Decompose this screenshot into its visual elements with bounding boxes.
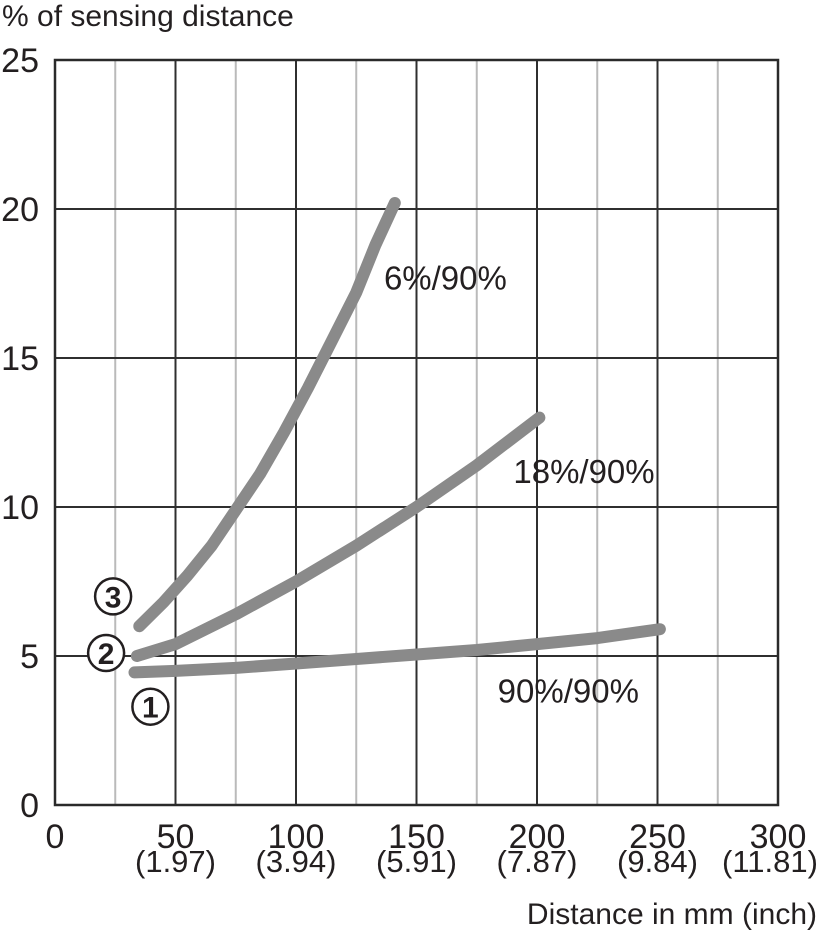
curve-6pct-90pct bbox=[133, 197, 401, 633]
plot-border bbox=[53, 58, 780, 807]
x-tick-inch-300: (11.81) bbox=[722, 844, 818, 879]
x-tick-label-0: 0 bbox=[46, 818, 65, 856]
y-axis-title: % of sensing distance bbox=[2, 0, 294, 33]
x-axis-title: Distance in mm (inch) bbox=[526, 898, 817, 931]
curve-90pct-90pct bbox=[128, 623, 666, 679]
y-tick-label-15: 15 bbox=[1, 340, 39, 378]
y-tick-label-0: 0 bbox=[20, 787, 39, 825]
callout-3-number: 3 bbox=[105, 581, 122, 614]
x-tick-inch-100: (3.94) bbox=[256, 844, 337, 879]
x-tick-inch-150: (5.91) bbox=[376, 844, 457, 879]
curve-label-6pct-90pct: 6%/90% bbox=[384, 260, 507, 297]
callout-1-circle bbox=[131, 687, 170, 726]
y-tick-label-25: 25 bbox=[1, 42, 39, 80]
callout-3-circle bbox=[93, 577, 133, 616]
callout-2-circle bbox=[86, 633, 126, 673]
callout-2-number: 2 bbox=[98, 638, 115, 671]
x-tick-inch-200: (7.87) bbox=[497, 844, 578, 879]
x-tick-label-250: 250 bbox=[629, 818, 686, 856]
y-tick-label-10: 10 bbox=[1, 489, 39, 527]
x-tick-label-100: 100 bbox=[268, 818, 325, 856]
y-tick-label-20: 20 bbox=[1, 191, 39, 229]
y-tick-label-5: 5 bbox=[20, 638, 39, 676]
curve-18pct-90pct bbox=[130, 411, 546, 662]
curve-label-90pct-90pct: 90%/90% bbox=[498, 672, 639, 709]
x-tick-label-200: 200 bbox=[509, 818, 566, 856]
x-tick-inch-50: (1.97) bbox=[135, 844, 216, 879]
x-tick-label-50: 50 bbox=[157, 818, 195, 856]
callout-1-number: 1 bbox=[142, 692, 159, 725]
x-tick-label-300: 300 bbox=[750, 818, 807, 856]
x-tick-inch-250: (9.84) bbox=[617, 844, 698, 879]
x-tick-label-150: 150 bbox=[388, 818, 445, 856]
curve-label-18pct-90pct: 18%/90% bbox=[513, 453, 654, 490]
